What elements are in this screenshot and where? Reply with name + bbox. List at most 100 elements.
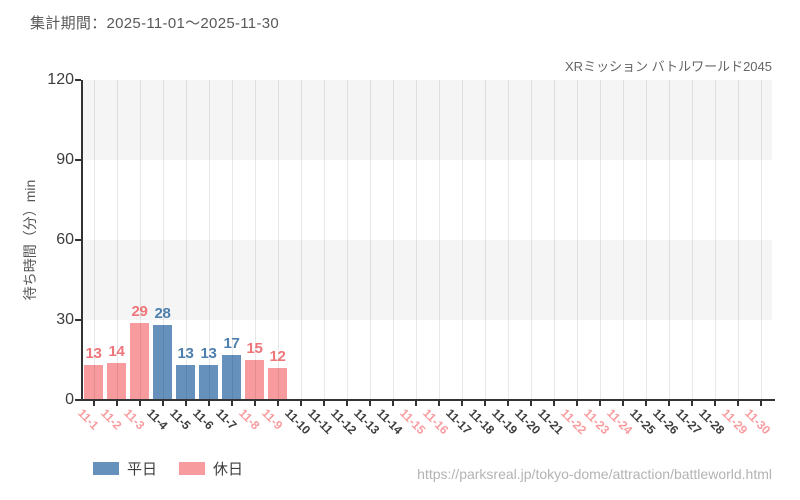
x-tick-mark	[644, 401, 647, 406]
x-tick-mark	[598, 401, 601, 406]
x-tick-mark	[414, 401, 417, 406]
plot-area: 28 13 13 17 13 14 29 15 12	[82, 80, 772, 400]
gridline	[576, 80, 578, 400]
y-tick-label: 120	[47, 71, 74, 88]
x-tick-mark	[345, 401, 348, 406]
x-tick-mark	[230, 401, 233, 406]
y-tick-label: 90	[56, 151, 74, 168]
x-tick-mark	[552, 401, 555, 406]
x-tick-mark	[391, 401, 394, 406]
x-tick-mark	[368, 401, 371, 406]
holiday-bar	[84, 365, 103, 400]
legend-item-weekday: 平日	[93, 458, 157, 479]
gridline	[139, 80, 141, 400]
gridline	[116, 80, 118, 400]
x-tick-mark	[529, 401, 532, 406]
x-tick-label: 11-30	[741, 406, 773, 438]
x-tick-mark	[690, 401, 693, 406]
holiday-bar	[245, 360, 264, 400]
x-tick-mark	[736, 401, 739, 406]
gridline	[323, 80, 325, 400]
legend: 平日 休日	[93, 458, 243, 479]
holiday-swatch	[179, 462, 206, 475]
gridline	[231, 80, 233, 400]
holiday-bar	[268, 368, 287, 400]
y-tick-mark	[75, 319, 81, 321]
background-band	[82, 80, 772, 160]
x-axis-line	[81, 399, 775, 401]
y-tick-label: 30	[56, 311, 74, 328]
x-tick-mark	[253, 401, 256, 406]
gridline	[484, 80, 486, 400]
source-url[interactable]: https://parksreal.jp/tokyo-dome/attracti…	[417, 466, 772, 482]
gridline	[438, 80, 440, 400]
x-tick-mark	[92, 401, 95, 406]
attraction-name: XRミッション バトルワールド2045	[565, 59, 772, 74]
bar-value-label: 13	[177, 345, 194, 363]
x-tick-mark	[161, 401, 164, 406]
weekday-legend-label: 平日	[127, 461, 158, 478]
gridline	[162, 80, 164, 400]
gridline	[553, 80, 555, 400]
y-tick-mark	[75, 79, 81, 81]
weekday-swatch	[93, 462, 119, 475]
x-tick-mark	[667, 401, 670, 406]
report-period-title: 集計期間：2025-11-01～2025-11-30	[30, 15, 280, 32]
gridline	[369, 80, 371, 400]
y-tick-mark	[75, 239, 81, 241]
x-tick-mark	[713, 401, 716, 406]
x-tick-mark	[506, 401, 509, 406]
x-tick-mark	[115, 401, 118, 406]
x-tick-mark	[483, 401, 486, 406]
bar-value-label: 15	[246, 340, 263, 357]
bar-value-label: 29	[131, 302, 148, 320]
gridline	[668, 80, 670, 400]
weekday-bar	[222, 354, 241, 400]
bar-value-label: 12	[269, 348, 286, 365]
gridline	[392, 80, 394, 400]
gridline	[208, 80, 210, 400]
gridline	[415, 80, 417, 400]
gridline	[622, 80, 624, 400]
x-tick-mark	[322, 401, 325, 406]
x-tick-mark	[184, 401, 187, 406]
x-tick-mark	[621, 401, 624, 406]
x-tick-mark	[460, 401, 463, 406]
x-tick-mark	[437, 401, 440, 406]
weekday-bar	[199, 365, 218, 400]
gridline	[714, 80, 716, 400]
x-tick-mark	[575, 401, 578, 406]
gridline	[300, 80, 302, 400]
gridline	[599, 80, 601, 400]
x-tick-mark	[299, 401, 302, 406]
x-tick-mark	[138, 401, 141, 406]
bar-value-label: 28	[154, 305, 171, 323]
y-tick-label: 60	[56, 231, 74, 248]
gridline	[277, 80, 279, 400]
x-tick-mark	[276, 401, 279, 406]
x-tick-mark	[759, 401, 762, 406]
holiday-bar	[107, 362, 126, 400]
gridline	[507, 80, 509, 400]
weekday-bar	[176, 365, 195, 400]
y-tick-mark	[75, 159, 81, 161]
gridline	[185, 80, 187, 400]
gridline	[93, 80, 95, 400]
bar-value-label: 17	[223, 334, 240, 352]
x-tick-mark	[207, 401, 210, 406]
holiday-legend-label: 休日	[213, 461, 244, 478]
bar-value-label: 14	[108, 342, 125, 360]
holiday-bar	[130, 322, 149, 400]
weekday-bar	[153, 325, 172, 400]
legend-item-holiday: 休日	[179, 458, 243, 479]
y-tick-mark	[75, 399, 81, 401]
background-band	[82, 240, 772, 320]
y-tick-label: 0	[65, 391, 74, 408]
gridline	[530, 80, 532, 400]
gridline	[737, 80, 739, 400]
gridline	[760, 80, 762, 400]
bar-value-label: 13	[200, 345, 217, 363]
gridline	[254, 80, 256, 400]
gridline	[346, 80, 348, 400]
gridline	[461, 80, 463, 400]
